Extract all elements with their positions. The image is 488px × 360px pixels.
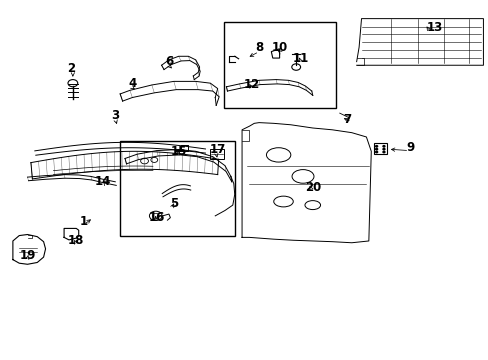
Text: 17: 17 — [209, 143, 225, 156]
Text: 16: 16 — [148, 211, 164, 224]
Text: 20: 20 — [304, 181, 320, 194]
Bar — [210, 149, 224, 159]
Text: 3: 3 — [111, 109, 119, 122]
Text: 2: 2 — [67, 62, 75, 75]
Circle shape — [382, 145, 384, 147]
Text: 5: 5 — [169, 197, 178, 210]
Text: 13: 13 — [426, 21, 442, 34]
Circle shape — [382, 151, 384, 153]
Text: 12: 12 — [243, 78, 260, 91]
Circle shape — [375, 151, 377, 153]
Bar — [373, 143, 386, 154]
Text: 8: 8 — [254, 41, 263, 54]
Text: 1: 1 — [80, 215, 87, 228]
Text: 6: 6 — [164, 55, 173, 68]
Circle shape — [382, 148, 384, 150]
Text: 15: 15 — [170, 145, 186, 158]
Text: 7: 7 — [342, 113, 350, 126]
Text: 10: 10 — [271, 41, 287, 54]
Bar — [120, 140, 234, 235]
Circle shape — [375, 145, 377, 147]
Text: 19: 19 — [20, 249, 36, 262]
Text: 14: 14 — [95, 175, 111, 188]
Text: 9: 9 — [406, 141, 413, 154]
Bar — [224, 22, 335, 108]
Text: 11: 11 — [292, 51, 308, 64]
Circle shape — [375, 148, 377, 150]
Text: 18: 18 — [68, 234, 84, 247]
Text: 4: 4 — [128, 77, 136, 90]
